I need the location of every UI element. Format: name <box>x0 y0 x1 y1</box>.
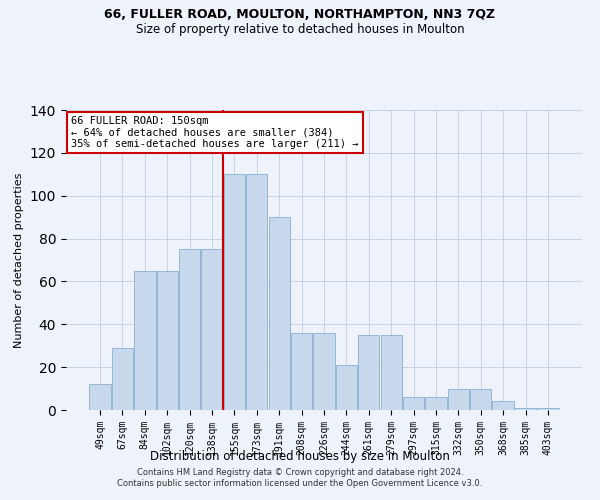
Text: 66 FULLER ROAD: 150sqm
← 64% of detached houses are smaller (384)
35% of semi-de: 66 FULLER ROAD: 150sqm ← 64% of detached… <box>71 116 359 149</box>
Text: Contains HM Land Registry data © Crown copyright and database right 2024.
Contai: Contains HM Land Registry data © Crown c… <box>118 468 482 487</box>
Bar <box>134 270 155 410</box>
Bar <box>336 365 357 410</box>
Bar <box>246 174 268 410</box>
Y-axis label: Number of detached properties: Number of detached properties <box>14 172 25 348</box>
Bar <box>470 388 491 410</box>
Bar <box>202 250 223 410</box>
Bar <box>425 397 446 410</box>
Text: 66, FULLER ROAD, MOULTON, NORTHAMPTON, NN3 7QZ: 66, FULLER ROAD, MOULTON, NORTHAMPTON, N… <box>104 8 496 20</box>
Bar <box>157 270 178 410</box>
Bar <box>403 397 424 410</box>
Bar <box>537 408 559 410</box>
Bar <box>515 408 536 410</box>
Bar <box>291 333 312 410</box>
Bar <box>269 217 290 410</box>
Bar <box>224 174 245 410</box>
Text: Distribution of detached houses by size in Moulton: Distribution of detached houses by size … <box>150 450 450 463</box>
Bar <box>179 250 200 410</box>
Bar <box>313 333 335 410</box>
Bar <box>112 348 133 410</box>
Bar <box>358 335 379 410</box>
Bar <box>89 384 111 410</box>
Bar <box>380 335 402 410</box>
Text: Size of property relative to detached houses in Moulton: Size of property relative to detached ho… <box>136 22 464 36</box>
Bar <box>448 388 469 410</box>
Bar <box>493 402 514 410</box>
